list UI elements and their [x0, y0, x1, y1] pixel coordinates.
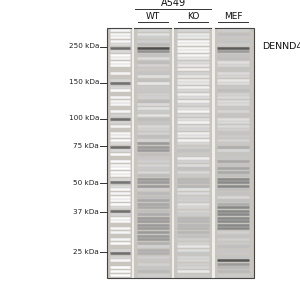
Text: 250 kDa: 250 kDa — [69, 44, 99, 50]
Bar — [172, 28, 174, 278]
Bar — [106, 28, 254, 278]
Text: 75 kDa: 75 kDa — [73, 142, 99, 148]
Text: 37 kDa: 37 kDa — [73, 208, 99, 214]
Text: MEF: MEF — [224, 12, 243, 21]
Bar — [132, 28, 134, 278]
Text: A549: A549 — [160, 0, 186, 8]
Text: 150 kDa: 150 kDa — [69, 80, 99, 85]
Text: 50 kDa: 50 kDa — [73, 180, 99, 186]
Text: KO: KO — [187, 12, 200, 21]
Bar — [212, 28, 214, 278]
Text: DENND4C: DENND4C — [262, 42, 300, 51]
Text: 25 kDa: 25 kDa — [73, 249, 99, 255]
Text: WT: WT — [146, 12, 160, 21]
Text: 100 kDa: 100 kDa — [69, 116, 99, 122]
